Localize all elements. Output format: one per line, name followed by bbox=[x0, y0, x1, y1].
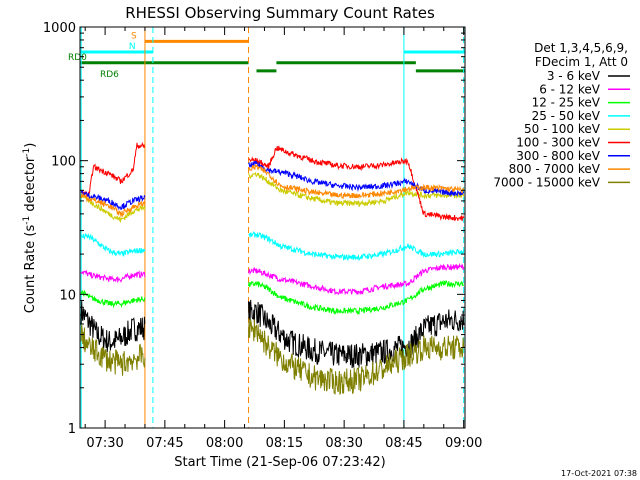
legend-header-1: Det 1,3,4,5,6,9, bbox=[534, 41, 628, 55]
y-tick-label: 1000 bbox=[43, 21, 76, 36]
plot-frame bbox=[79, 26, 466, 429]
x-tick-label: 09:00 bbox=[445, 436, 482, 451]
time-markers bbox=[80, 27, 465, 428]
flag-bars: SN RD0 RD6 bbox=[68, 31, 465, 80]
x-tick-label: 07:45 bbox=[146, 436, 183, 451]
series-line-8 bbox=[80, 192, 146, 218]
series-line-2 bbox=[80, 269, 146, 284]
legend-label: 25 - 50 keV bbox=[532, 109, 601, 123]
y-tick-label: 100 bbox=[51, 155, 76, 170]
legend-label: 3 - 6 keV bbox=[547, 69, 601, 83]
y-axis-label-sup: -1 bbox=[22, 148, 32, 157]
flag-label-rd6: RD6 bbox=[100, 70, 119, 80]
series-line-6 bbox=[80, 141, 145, 198]
x-axis-ticks: 07:30 07:45 08:00 08:15 08:30 08:45 09:00 bbox=[84, 27, 482, 451]
legend-label: 6 - 12 keV bbox=[539, 82, 601, 96]
series-line-4 bbox=[80, 233, 146, 257]
chart-title: RHESSI Observing Summary Count Rates bbox=[125, 4, 435, 22]
series-lines bbox=[80, 141, 465, 395]
series-line-7 bbox=[248, 160, 465, 198]
series-line-3 bbox=[80, 289, 146, 309]
legend-label: 50 - 100 keV bbox=[524, 122, 601, 136]
x-tick-label: 08:15 bbox=[266, 436, 303, 451]
series-line-6 bbox=[248, 145, 465, 222]
legend-label: 12 - 25 keV bbox=[532, 96, 601, 110]
series-line-5 bbox=[80, 192, 146, 223]
x-axis-label: Start Time (21-Sep-06 07:23:42) bbox=[174, 455, 385, 470]
x-tick-label: 08:30 bbox=[325, 436, 362, 451]
legend-header-2: FDecim 1, Att 0 bbox=[535, 55, 628, 69]
series-line-9 bbox=[80, 324, 146, 376]
x-tick-label: 07:30 bbox=[86, 436, 123, 451]
series-line-9 bbox=[248, 318, 465, 395]
legend-label: 100 - 300 keV bbox=[516, 136, 600, 150]
flag-label-n: N bbox=[129, 42, 136, 52]
series-line-8 bbox=[248, 163, 465, 200]
y-axis-label: Count Rate (s-1 detector-1) bbox=[22, 143, 38, 314]
flag-label-rd0: RD0 bbox=[68, 53, 87, 63]
x-tick-label: 08:45 bbox=[385, 436, 422, 451]
y-axis-ticks: 1 10 100 1000 bbox=[43, 21, 465, 437]
legend-label: 7000 - 15000 keV bbox=[493, 175, 600, 189]
y-axis-label-part: detector bbox=[23, 156, 38, 216]
y-axis-label-part: ) bbox=[23, 143, 38, 148]
y-tick-label: 1 bbox=[68, 422, 76, 437]
series-line-1 bbox=[248, 299, 465, 369]
series-line-2 bbox=[248, 262, 465, 296]
x-tick-label: 08:00 bbox=[206, 436, 243, 451]
y-axis-label-sup: -1 bbox=[22, 216, 32, 225]
flag-label-s: S bbox=[131, 31, 137, 41]
y-tick-label: 10 bbox=[59, 288, 76, 303]
legend-label: 300 - 800 keV bbox=[516, 149, 600, 163]
series-line-1 bbox=[80, 301, 146, 353]
y-axis-label-part: Count Rate (s bbox=[23, 225, 38, 314]
series-line-3 bbox=[248, 279, 465, 316]
footer-date: 17-Oct-2021 07:38 bbox=[561, 469, 637, 478]
series-line-5 bbox=[248, 171, 465, 207]
series-line-4 bbox=[248, 231, 465, 262]
legend-label: 800 - 7000 keV bbox=[509, 162, 601, 176]
